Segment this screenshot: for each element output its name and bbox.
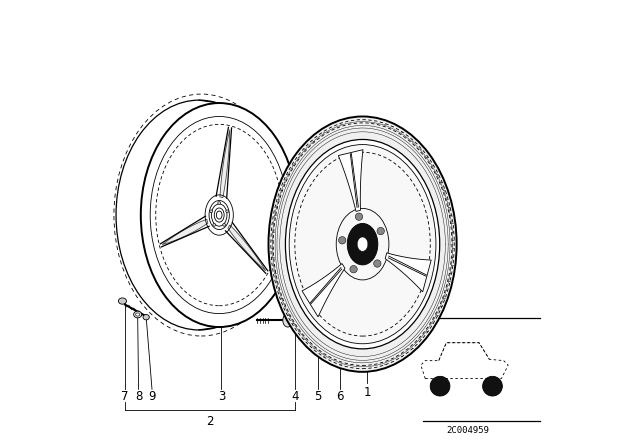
Text: 4: 4 xyxy=(292,390,299,403)
Ellipse shape xyxy=(293,314,307,330)
Circle shape xyxy=(223,224,225,226)
Polygon shape xyxy=(228,225,266,271)
Ellipse shape xyxy=(141,103,298,327)
Ellipse shape xyxy=(357,237,368,251)
Ellipse shape xyxy=(134,311,141,318)
Circle shape xyxy=(339,237,346,244)
Polygon shape xyxy=(162,219,208,245)
Circle shape xyxy=(226,210,228,213)
Text: 1: 1 xyxy=(364,385,371,399)
Circle shape xyxy=(374,260,381,267)
Circle shape xyxy=(355,213,363,220)
Ellipse shape xyxy=(269,116,456,372)
Polygon shape xyxy=(302,263,345,317)
Polygon shape xyxy=(385,253,431,292)
Text: 3: 3 xyxy=(218,390,225,403)
Circle shape xyxy=(483,376,502,396)
Ellipse shape xyxy=(118,298,127,304)
Circle shape xyxy=(377,228,385,235)
Ellipse shape xyxy=(143,314,149,320)
Polygon shape xyxy=(220,129,230,198)
Text: 6: 6 xyxy=(337,390,344,403)
Text: 9: 9 xyxy=(148,390,156,403)
Circle shape xyxy=(350,266,357,273)
Text: 2C004959: 2C004959 xyxy=(446,426,490,435)
Circle shape xyxy=(218,202,221,204)
Ellipse shape xyxy=(348,224,378,265)
Ellipse shape xyxy=(216,211,222,219)
Ellipse shape xyxy=(285,139,440,349)
Polygon shape xyxy=(339,150,363,211)
Text: 8: 8 xyxy=(135,390,142,403)
Text: 2: 2 xyxy=(207,414,214,428)
Ellipse shape xyxy=(283,314,292,327)
Ellipse shape xyxy=(317,320,326,332)
Text: 7: 7 xyxy=(122,390,129,403)
Ellipse shape xyxy=(312,314,328,338)
Ellipse shape xyxy=(297,318,303,325)
Circle shape xyxy=(430,376,450,396)
Circle shape xyxy=(213,224,216,226)
Ellipse shape xyxy=(136,313,140,316)
Circle shape xyxy=(210,210,212,213)
Text: 5: 5 xyxy=(314,390,321,403)
Ellipse shape xyxy=(289,145,436,344)
